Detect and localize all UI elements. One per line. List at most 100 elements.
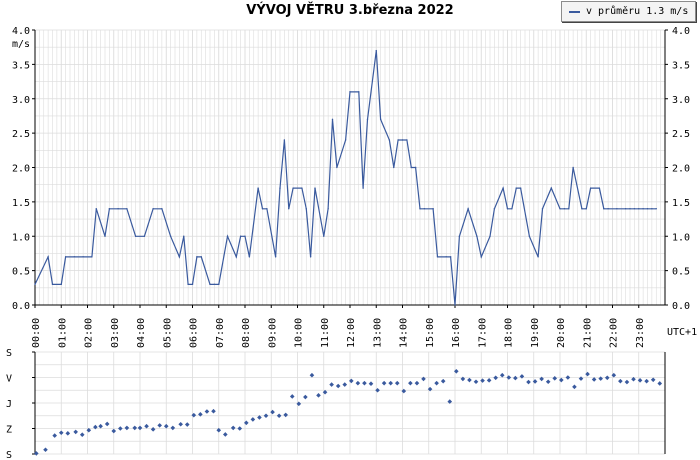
direction-data-point [79, 432, 85, 438]
direction-data-point [132, 425, 138, 431]
x-tick-label: 02:00 [84, 318, 95, 348]
speed-data-point [117, 208, 119, 210]
x-tick-label: 09:00 [267, 318, 278, 348]
speed-data-point [218, 283, 220, 286]
speed-data-point [183, 235, 185, 237]
speed-data-point [633, 208, 636, 210]
direction-data-point [316, 393, 321, 398]
speed-data-point [200, 256, 202, 258]
y-tick-label-left: 1.0 [12, 232, 30, 243]
direction-data-point [375, 387, 380, 393]
direction-data-point [637, 378, 643, 383]
speed-data-point [288, 208, 290, 210]
speed-data-point [449, 256, 452, 258]
direction-data-point [335, 383, 341, 389]
speed-data-point [82, 256, 84, 258]
direction-data-point [552, 376, 558, 381]
speed-data-point [559, 208, 561, 210]
x-tick-label: 17:00 [477, 318, 488, 348]
direction-data-point [585, 371, 590, 377]
direction-data-point [408, 380, 413, 386]
y-tick-label-left: 3.0 [12, 95, 30, 106]
x-tick-label: 15:00 [425, 318, 436, 348]
direction-data-point [565, 375, 571, 380]
speed-data-point [406, 139, 408, 141]
direction-data-point [506, 375, 512, 380]
x-tick-label: 23:00 [635, 318, 646, 348]
direction-data-point [98, 423, 103, 429]
y-tick-label-right: 3.5 [672, 60, 690, 71]
speed-data-point [445, 256, 447, 258]
direction-data-point [526, 379, 531, 385]
y-tick-label-left: 2.0 [12, 164, 30, 175]
direction-tick-label: Z [6, 425, 12, 436]
speed-data-point [196, 256, 198, 258]
x-tick-label: 08:00 [241, 318, 252, 348]
y-tick-label-right: 1.5 [672, 198, 690, 209]
speed-data-point [563, 208, 566, 210]
x-tick-label: 13:00 [372, 318, 383, 348]
direction-data-point [329, 382, 334, 387]
speed-data-point [213, 283, 216, 286]
speed-data-point [349, 91, 351, 93]
speed-data-point [309, 256, 312, 258]
speed-data-point [161, 208, 163, 210]
direction-data-point [73, 429, 78, 435]
direction-data-point [118, 426, 123, 431]
direction-data-point [34, 451, 39, 456]
direction-data-point [480, 378, 485, 383]
x-tick-label: 18:00 [504, 318, 515, 348]
direction-data-point [43, 447, 48, 453]
speed-data-point [646, 208, 649, 210]
direction-data-point [244, 420, 249, 426]
speed-data-point [603, 208, 605, 210]
x-tick-label: 00:00 [31, 318, 42, 348]
speed-data-point [47, 256, 49, 258]
direction-data-point [362, 380, 367, 386]
speed-data-point [506, 208, 509, 210]
direction-data-point [223, 432, 228, 437]
direction-tick-label: V [6, 374, 12, 385]
speed-data-point [638, 208, 640, 210]
direction-data-point [216, 427, 222, 433]
speed-data-point [489, 235, 491, 237]
direction-data-point [414, 380, 420, 386]
speed-data-point [327, 208, 329, 210]
direction-data-point [211, 408, 216, 414]
direction-data-point [104, 421, 110, 427]
x-tick-label: 21:00 [582, 318, 593, 348]
x-tick-label: 07:00 [215, 318, 226, 348]
speed-data-point [104, 235, 106, 237]
y-tick-label-right: 2.5 [672, 129, 690, 140]
speed-data-point [519, 187, 522, 189]
direction-data-point [191, 412, 197, 418]
speed-data-point [305, 208, 307, 210]
speed-data-point [344, 139, 347, 141]
x-tick-label: 01:00 [57, 318, 68, 348]
direction-data-point [394, 380, 400, 386]
direction-data-point [303, 394, 308, 400]
y-tick-label-left: 0.0 [12, 301, 30, 312]
legend-swatch [569, 11, 580, 13]
direction-data-point [355, 380, 361, 386]
speed-data-point [493, 208, 496, 210]
direction-data-point [631, 376, 636, 382]
speed-data-point [454, 304, 456, 306]
y-tick-label-left: 3.5 [12, 60, 30, 71]
direction-data-point [388, 380, 393, 386]
speed-data-point [642, 208, 644, 210]
direction-data-point [124, 425, 130, 431]
direction-data-point [111, 428, 117, 434]
direction-tick-label: S [6, 450, 12, 460]
speed-data-point [301, 187, 303, 189]
direction-data-point [150, 427, 156, 432]
direction-data-point [342, 382, 348, 387]
speed-data-point [239, 235, 242, 237]
y-tick-label-right: 0.0 [672, 301, 690, 312]
speed-data-point [541, 208, 544, 210]
speed-data-point [178, 256, 181, 258]
speed-data-point [73, 256, 76, 258]
speed-data-point [651, 208, 653, 210]
